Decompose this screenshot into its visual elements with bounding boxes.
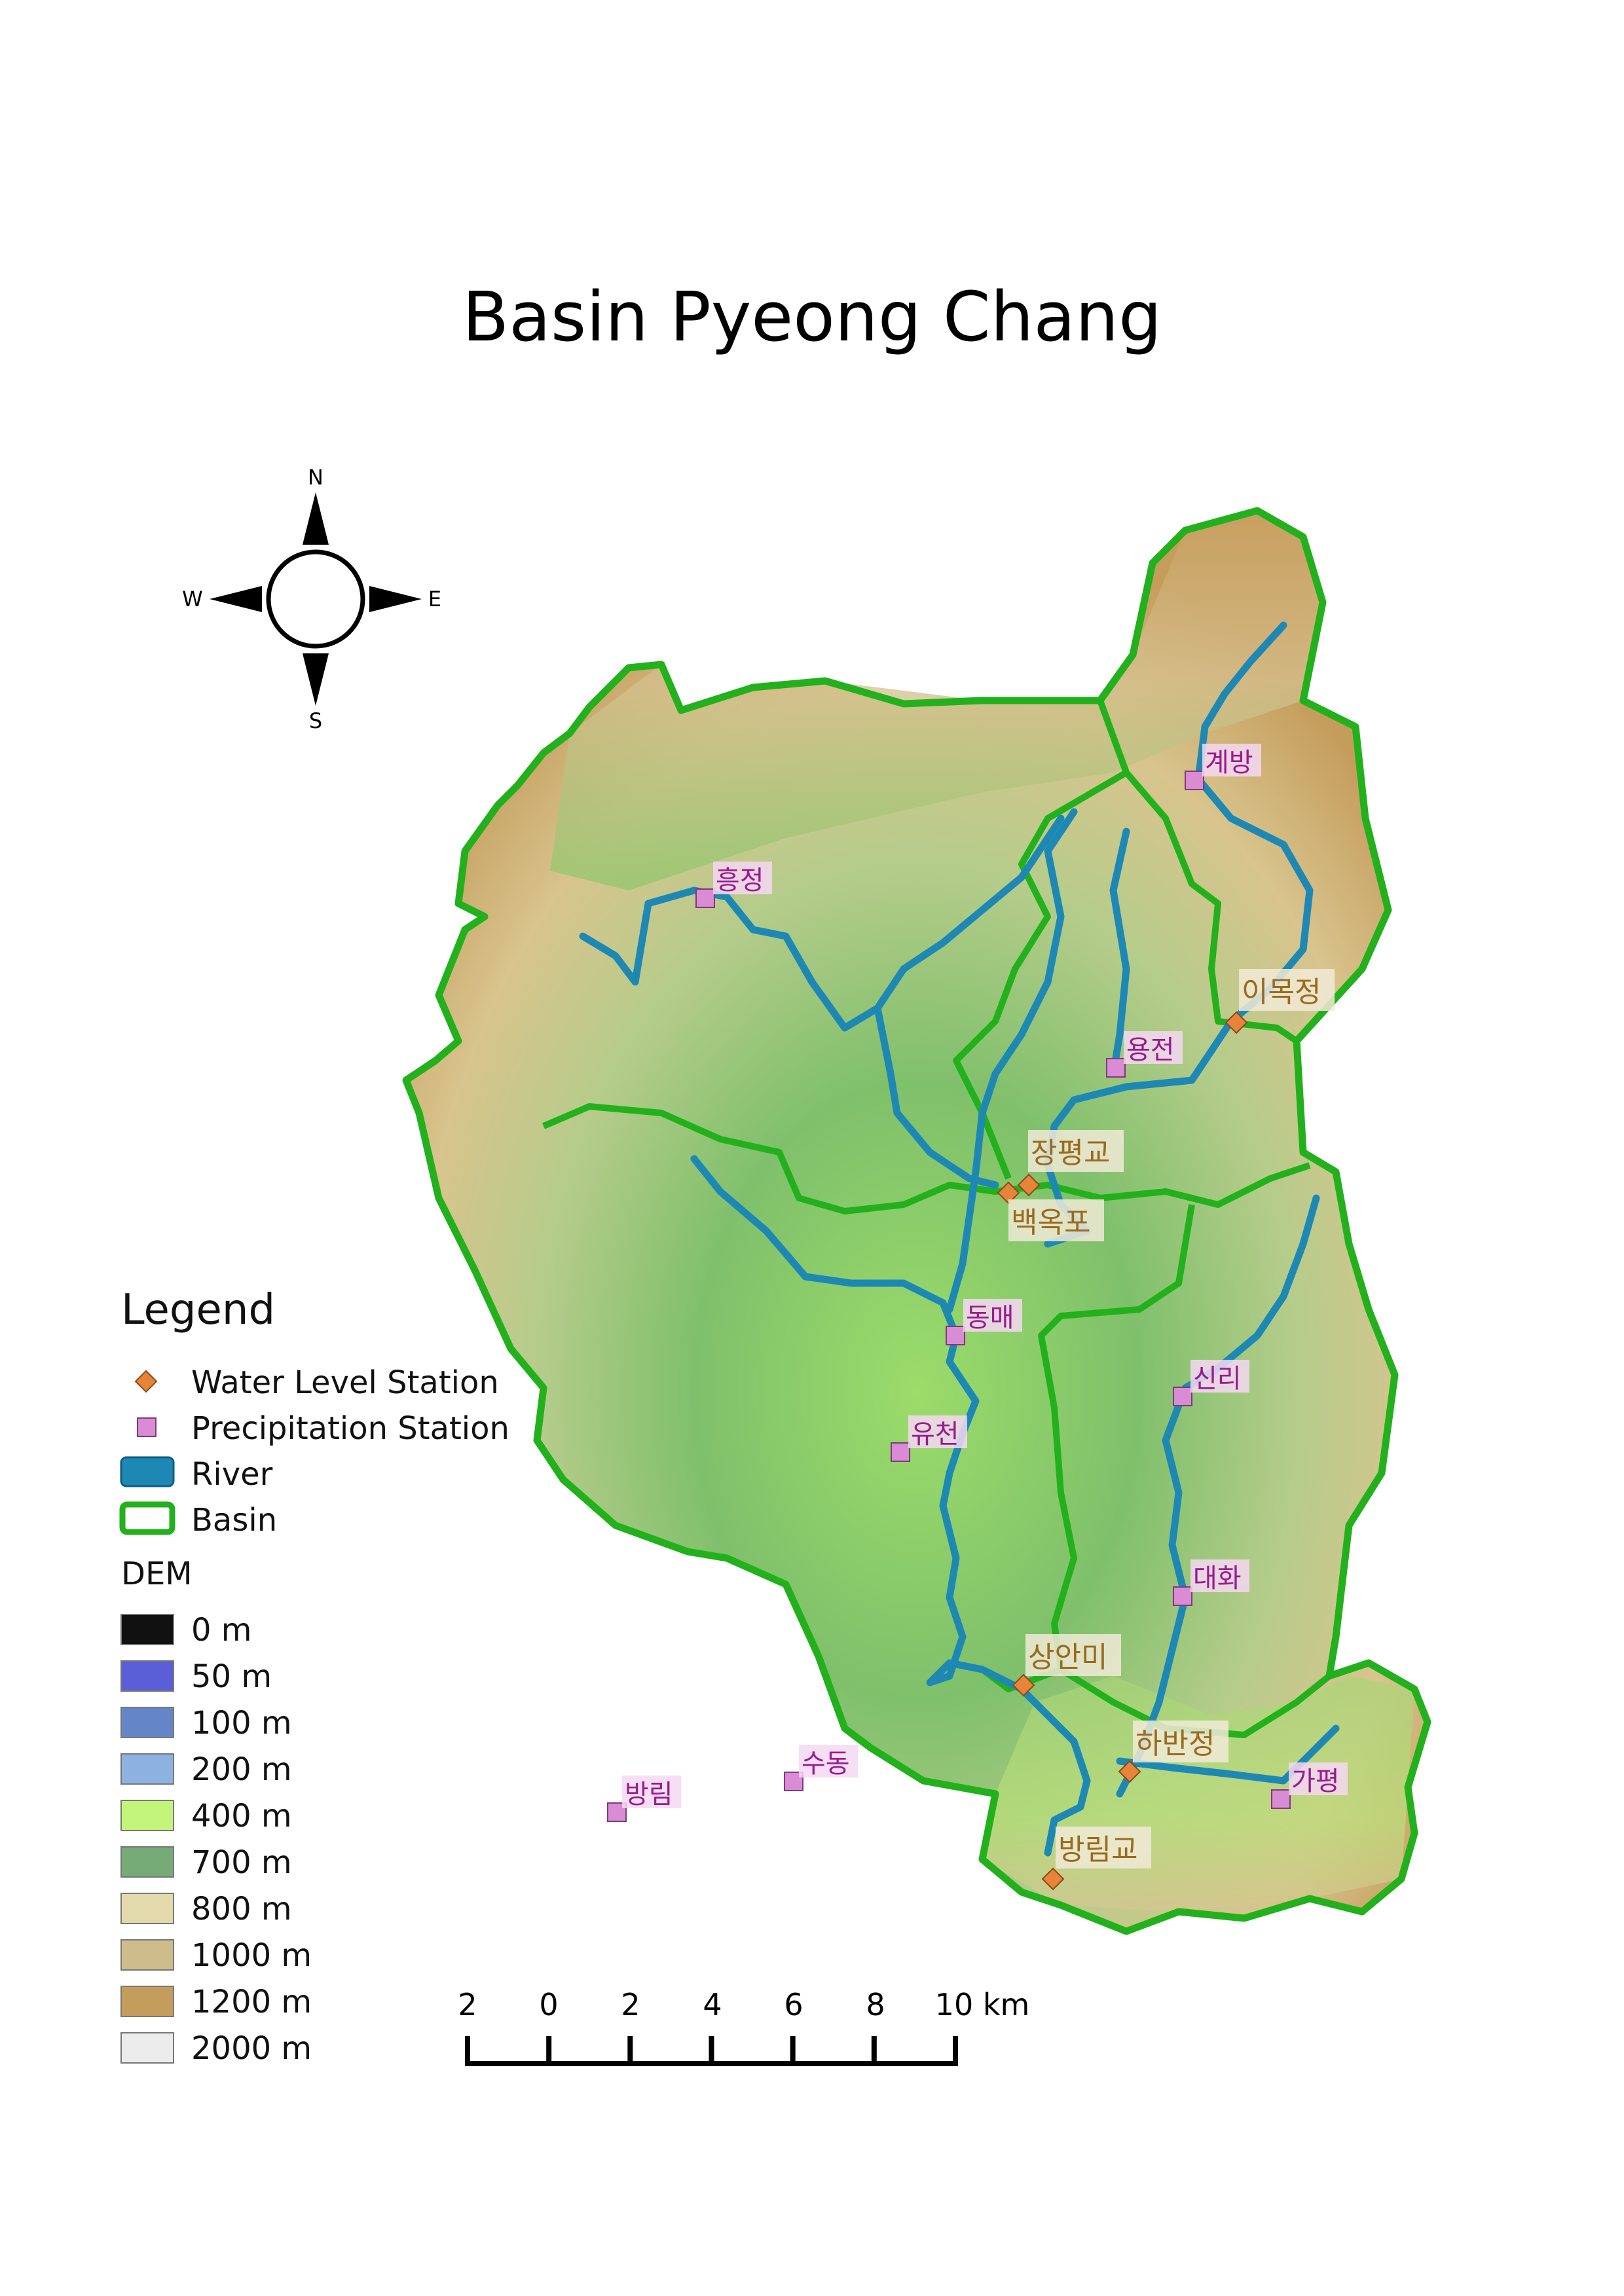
compass-south-arrow (303, 653, 329, 706)
water-station-habanjeong-marker[interactable] (1118, 1760, 1141, 1783)
scale-label-3: 4 (703, 1987, 722, 2022)
scale-label-0: 2 (458, 1987, 477, 2022)
dem-label: 2000 m (191, 2030, 312, 2067)
dem-label: 700 m (191, 1844, 292, 1881)
precip-station-gapyeong-marker[interactable] (1271, 1789, 1291, 1809)
precip-label-yongjeon: 용전 (1126, 1035, 1175, 1065)
precipitation-labels: 계방 흥정 용전 동매 신리 유천 대화 가평 수동 방림 (622, 744, 1348, 1810)
legend-water-level-symbol (134, 1370, 158, 1393)
water-label-baekokpo: 백옥포 (1011, 1206, 1090, 1239)
dem-label: 100 m (191, 1705, 292, 1741)
precip-station-yucheon-marker[interactable] (891, 1442, 910, 1462)
sub-basin-boundary (953, 699, 1130, 1180)
legend-dem-swatches: 0 m 50 m 100 m 200 m 400 m 700 m 800 m 1000 m 12… (120, 1612, 312, 2067)
map-title: Basin Pyeong Chang (462, 277, 1162, 357)
water-label-habanjeong: 하반정 (1135, 1727, 1215, 1760)
basin-boundary (402, 507, 1431, 1935)
legend-river-label: River (191, 1456, 273, 1493)
river (1116, 1194, 1320, 1798)
scale-label-5: 8 (866, 1987, 885, 2022)
compass-e-label: E (428, 587, 441, 611)
scale-label-6: 10 km (935, 1987, 1030, 2022)
precip-station-sinri-marker[interactable] (1173, 1387, 1192, 1406)
precip-station-dongmae-marker[interactable] (946, 1326, 965, 1345)
dem-label: 800 m (191, 1891, 292, 1927)
dem-label: 0 m (191, 1612, 252, 1649)
compass-n-label: N (308, 465, 323, 490)
river (1116, 1724, 1340, 1785)
dem-swatch (120, 1800, 174, 1831)
dem-label: 400 m (191, 1798, 292, 1834)
dem-swatch (120, 1986, 174, 2017)
precipitation-stations (607, 771, 1291, 1822)
precip-label-daehwa: 대화 (1193, 1563, 1242, 1594)
water-label-jangpyeonggyo: 장평교 (1031, 1137, 1110, 1170)
sub-basin-boundary (542, 1103, 1311, 1214)
precip-label-sinri: 신리 (1193, 1364, 1242, 1394)
dem-swatch (120, 1660, 174, 1692)
legend-water-level-label: Water Level Station (191, 1364, 499, 1401)
water-label-bangrimgyo: 방림교 (1058, 1833, 1137, 1867)
compass-north-arrow (303, 492, 329, 545)
scale-label-4: 6 (784, 1987, 803, 2022)
dem-swatch (120, 1893, 174, 1924)
compass-east-arrow (369, 586, 422, 612)
compass-w-label: W (182, 587, 203, 611)
water-label-imokjeong: 이목정 (1242, 975, 1321, 1009)
river (1109, 828, 1130, 1078)
compass-circle (266, 549, 365, 649)
legend-precipitation-label: Precipitation Station (191, 1410, 509, 1447)
water-station-jangpyeonggyo-marker[interactable] (1017, 1173, 1041, 1197)
precip-station-heungjeong-marker[interactable] (695, 888, 715, 908)
precip-label-bangrim: 방림 (625, 1779, 673, 1810)
dem-swatch (120, 1846, 174, 1878)
scale-bar: 2 0 2 4 6 8 10 km (458, 1987, 1029, 2066)
precip-label-heungjeong: 흥정 (716, 866, 764, 896)
water-label-sanganmi: 상안미 (1028, 1641, 1107, 1674)
water-station-sanganmi-marker[interactable] (1012, 1673, 1035, 1697)
dem-swatch (120, 1614, 174, 1645)
compass-rose: N S W E (182, 465, 441, 733)
legend-dem-title: DEM (121, 1556, 193, 1592)
basin-terrain (402, 507, 1431, 1935)
sub-basin-boundary (1124, 770, 1299, 1044)
water-level-stations (997, 1011, 1248, 1891)
compass-s-label: S (309, 708, 322, 733)
sub-basin-boundary (1038, 1204, 1195, 1670)
river (579, 814, 1065, 1032)
dem-swatch (120, 1707, 174, 1738)
legend-basin-symbol (119, 1501, 175, 1535)
precip-label-dongmae: 동매 (966, 1303, 1014, 1333)
water-station-imokjeong-marker[interactable] (1225, 1011, 1248, 1034)
precip-label-gapyeong: 가평 (1291, 1766, 1340, 1796)
legend: Legend Water Level Station Precipitation… (119, 1286, 509, 2067)
dem-swatch (120, 1939, 174, 1971)
river (690, 1155, 1091, 1857)
compass-west-arrow (210, 586, 262, 612)
legend-river-symbol (120, 1456, 175, 1487)
legend-precipitation-symbol (137, 1417, 157, 1437)
precip-station-gyebang-marker[interactable] (1185, 771, 1204, 790)
water-level-labels: 이목정 장평교 백옥포 상안미 하반정 방림교 (1008, 969, 1335, 1868)
dem-swatch (120, 1753, 174, 1785)
precip-label-gyebang: 계방 (1205, 748, 1253, 778)
legend-title: Legend (121, 1286, 275, 1334)
dem-label: 200 m (191, 1751, 292, 1788)
precip-station-daehwa-marker[interactable] (1173, 1586, 1192, 1606)
river (972, 808, 1078, 1176)
dem-label: 50 m (191, 1658, 272, 1695)
legend-basin-label: Basin (191, 1502, 277, 1539)
precip-label-sudong: 수동 (802, 1749, 850, 1779)
river (946, 1168, 980, 1313)
water-station-bangrimgyo-marker[interactable] (1041, 1867, 1065, 1891)
scale-label-2: 2 (621, 1987, 640, 2022)
dem-label: 1000 m (191, 1937, 312, 1974)
dem-swatch (120, 2032, 174, 2064)
precip-station-yongjeon-marker[interactable] (1106, 1058, 1126, 1078)
dem-label: 1200 m (191, 1984, 312, 2020)
precip-label-yucheon: 유천 (911, 1419, 959, 1449)
scale-label-1: 0 (539, 1987, 558, 2022)
